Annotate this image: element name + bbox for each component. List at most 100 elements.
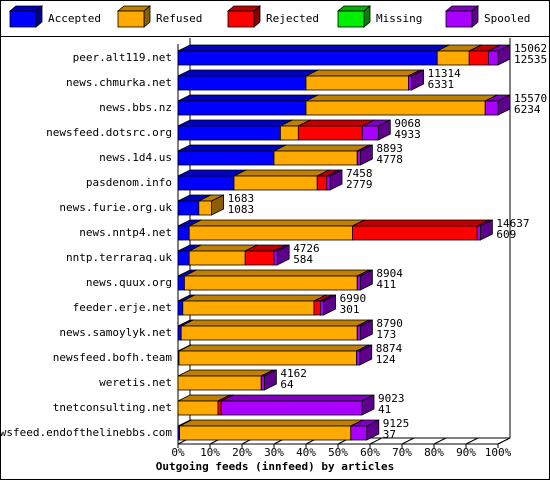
x-tick-label: 70% bbox=[392, 446, 412, 459]
x-tick-label: 40% bbox=[296, 446, 316, 459]
bar-segment-face bbox=[177, 94, 319, 102]
bar-segment-face bbox=[177, 50, 438, 66]
bar-segment-face bbox=[182, 300, 315, 316]
bar-segment bbox=[356, 344, 373, 366]
bar-segment-face bbox=[468, 50, 489, 66]
bar-segment bbox=[177, 94, 319, 116]
bar-segment-face bbox=[198, 200, 213, 216]
bar-segment bbox=[177, 144, 287, 166]
bar-label: 1083 bbox=[228, 203, 255, 216]
bar-label: 11314 bbox=[428, 67, 461, 80]
bar-label: 1683 bbox=[228, 192, 255, 205]
bar-segment-face bbox=[313, 300, 321, 316]
bar-segment-face bbox=[177, 275, 185, 291]
bar-segment bbox=[188, 219, 365, 241]
bar-segment bbox=[183, 269, 370, 291]
bar-segment-face bbox=[352, 219, 490, 227]
y-tick-label: pasdenom.info bbox=[86, 176, 172, 189]
bar-segment-face bbox=[316, 175, 328, 191]
bar-segment bbox=[198, 194, 225, 216]
x-tick-label: 30% bbox=[264, 446, 284, 459]
bar-segment bbox=[177, 44, 450, 66]
y-tick-label: nntp.terraraq.uk bbox=[66, 251, 172, 264]
bar-label: 41 bbox=[378, 403, 391, 416]
bar-segment bbox=[305, 94, 498, 116]
bar-segment bbox=[351, 219, 490, 241]
bar-segment-face bbox=[183, 275, 358, 291]
bar-label: 64 bbox=[280, 378, 294, 391]
bar-segment-face bbox=[476, 225, 481, 241]
bar-segment-face bbox=[177, 175, 235, 191]
bar-segment-face bbox=[182, 294, 327, 302]
bar-segment-face bbox=[220, 400, 363, 416]
x-tick bbox=[465, 437, 479, 445]
legend-swatch bbox=[336, 5, 372, 28]
bar-label: 609 bbox=[496, 228, 516, 241]
legend-swatch-face bbox=[117, 10, 145, 28]
y-tick-label: news.samoylyk.net bbox=[59, 326, 172, 339]
bar-segment-face bbox=[233, 175, 318, 191]
bar-segment-face bbox=[177, 250, 190, 266]
bar-segment-face bbox=[177, 369, 274, 377]
y-tick-label: news.quux.org bbox=[86, 276, 172, 289]
bar-segment bbox=[356, 269, 373, 291]
bar-segment-face bbox=[180, 325, 358, 341]
bar-segment-face bbox=[356, 325, 361, 341]
bar-segment bbox=[356, 319, 373, 341]
bar-segment-face bbox=[356, 150, 361, 166]
y-tick-label: peer.alt119.net bbox=[73, 51, 172, 64]
bar-label: 584 bbox=[293, 253, 313, 266]
bar-label: 411 bbox=[376, 278, 396, 291]
y-tick-label: news.1d4.us bbox=[99, 151, 172, 164]
bar-segment bbox=[305, 69, 421, 91]
legend-label: Rejected bbox=[266, 12, 319, 25]
bar-segment-face bbox=[188, 250, 246, 266]
legend-label: Missing bbox=[376, 12, 422, 25]
bar-segment-face bbox=[305, 69, 421, 77]
bar-segment-face bbox=[297, 125, 363, 141]
bar-segment bbox=[476, 219, 493, 241]
bar-segment-face bbox=[436, 50, 470, 66]
bar-segment-face bbox=[217, 400, 222, 416]
x-tick-label: 90% bbox=[456, 446, 476, 459]
bar-segment-face bbox=[305, 94, 498, 102]
x-tick bbox=[497, 437, 511, 445]
bar-label: 301 bbox=[340, 303, 360, 316]
bar-segment bbox=[407, 69, 425, 91]
bar-segment-face bbox=[189, 219, 365, 227]
bar-segment bbox=[177, 119, 293, 141]
legend-swatch-face bbox=[9, 10, 37, 28]
y-tick-label: newsfeed.endofthelinebbs.com bbox=[0, 426, 172, 439]
x-tick-label: 20% bbox=[232, 446, 252, 459]
x-tick bbox=[369, 437, 383, 445]
bar-label: 9068 bbox=[394, 117, 421, 130]
bar-segment-face bbox=[356, 350, 361, 366]
bar-segment-face bbox=[177, 325, 182, 341]
bar-label: 6234 bbox=[514, 103, 541, 116]
bar-segment bbox=[177, 69, 319, 91]
bar-segment bbox=[180, 319, 370, 341]
bar-segment-face bbox=[279, 125, 299, 141]
legend-swatch bbox=[8, 5, 44, 28]
x-tick bbox=[433, 437, 447, 445]
bar-segment bbox=[350, 419, 380, 441]
bar-segment-face bbox=[177, 119, 293, 127]
bar-segment-face bbox=[181, 319, 370, 327]
bar-label: 6990 bbox=[340, 292, 367, 305]
bar-label: 12535 bbox=[514, 53, 547, 66]
bar-label: 4778 bbox=[376, 153, 403, 166]
bar-segment-face bbox=[487, 50, 499, 66]
bar-label: 37 bbox=[383, 428, 396, 441]
legend-label: Refused bbox=[156, 12, 202, 25]
x-tick-label: 0% bbox=[171, 446, 185, 459]
bar-segment bbox=[177, 369, 274, 391]
y-tick-label: newsfeed.bofh.team bbox=[53, 351, 173, 364]
bar-label: 4933 bbox=[394, 128, 421, 141]
x-tick-label: 50% bbox=[328, 446, 348, 459]
bar-label: 7458 bbox=[346, 167, 373, 180]
bar-label: 173 bbox=[376, 328, 396, 341]
bar-segment-face bbox=[177, 200, 200, 216]
bar-segment-face bbox=[178, 350, 357, 366]
bar-label: 4162 bbox=[280, 367, 307, 380]
